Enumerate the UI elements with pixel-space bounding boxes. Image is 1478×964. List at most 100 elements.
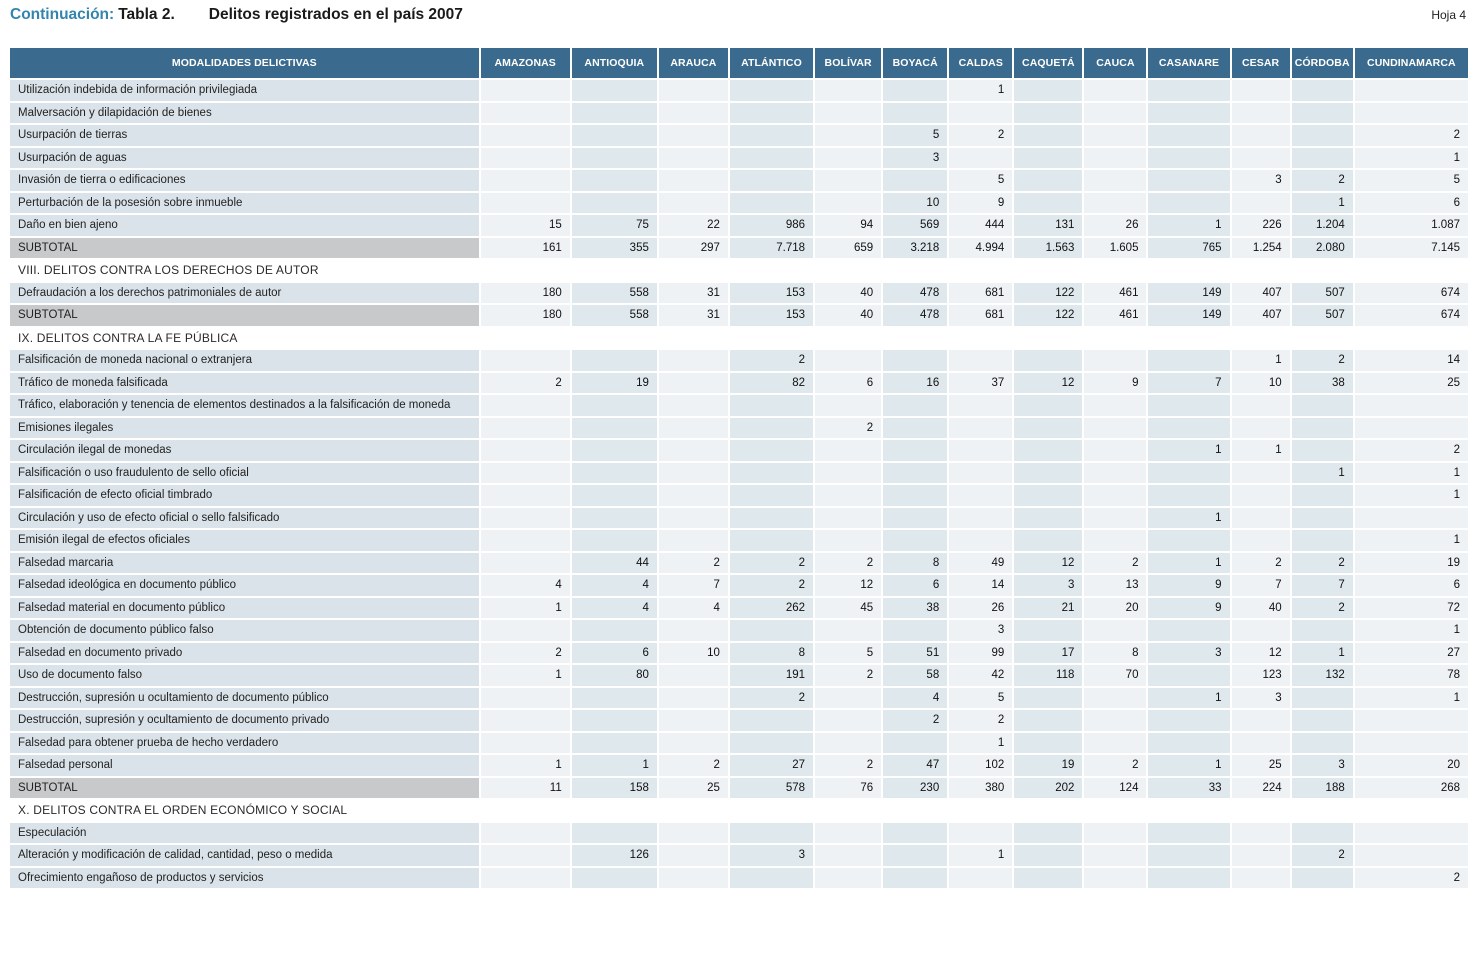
value-cell: 58	[883, 665, 948, 686]
value-cell: 31	[658, 282, 728, 303]
value-cell	[480, 552, 570, 573]
value-cell: 2	[883, 710, 948, 731]
value-cell: 22	[658, 215, 728, 236]
table-row: Alteración y modificación de calidad, ca…	[10, 845, 1468, 866]
value-cell: 70	[1084, 665, 1147, 686]
table-row: Circulación ilegal de monedas 1 1 2	[10, 440, 1468, 461]
value-cell	[1291, 125, 1353, 146]
table-reference: Tabla 2.	[118, 6, 175, 23]
value-cell: 558	[571, 282, 657, 303]
value-cell	[883, 822, 948, 843]
value-cell	[658, 417, 728, 438]
row-label: Destrucción, supresión u ocultamiento de…	[10, 687, 479, 708]
value-cell	[571, 687, 657, 708]
value-cell	[883, 80, 948, 101]
table-row: Emisión ilegal de efectos oficiales 1	[10, 530, 1468, 551]
value-cell	[949, 350, 1013, 371]
value-cell	[729, 485, 814, 506]
column-header-cesar: CESAR	[1231, 48, 1290, 78]
value-cell: 1	[949, 732, 1013, 753]
value-cell	[1354, 417, 1468, 438]
value-cell	[815, 440, 882, 461]
value-cell	[1084, 80, 1147, 101]
value-cell	[1014, 80, 1083, 101]
value-cell: 3	[1231, 170, 1290, 191]
table-row: Utilización indebida de información priv…	[10, 80, 1468, 101]
value-cell	[815, 170, 882, 191]
table-row: Ofrecimiento engañoso de productos y ser…	[10, 867, 1468, 888]
value-cell: 681	[949, 282, 1013, 303]
value-cell	[571, 507, 657, 528]
value-cell: 149	[1148, 305, 1230, 326]
value-cell	[1291, 867, 1353, 888]
value-cell: 126	[571, 845, 657, 866]
value-cell: 21	[1014, 597, 1083, 618]
value-cell: 1	[480, 665, 570, 686]
value-cell	[1354, 507, 1468, 528]
value-cell	[729, 80, 814, 101]
value-cell: 17	[1014, 642, 1083, 663]
value-cell: 27	[1354, 642, 1468, 663]
row-label: Destrucción, supresión y ocultamiento de…	[10, 710, 479, 731]
row-label: Invasión de tierra o edificaciones	[10, 170, 479, 191]
table-row: Usurpación de tierras 5 2 2	[10, 125, 1468, 146]
value-cell	[480, 440, 570, 461]
value-cell: 33	[1148, 777, 1230, 798]
value-cell: 49	[949, 552, 1013, 573]
value-cell	[815, 462, 882, 483]
value-cell	[1231, 867, 1290, 888]
value-cell	[1231, 530, 1290, 551]
value-cell	[883, 845, 948, 866]
value-cell	[1014, 192, 1083, 213]
value-cell: 51	[883, 642, 948, 663]
value-cell: 14	[949, 575, 1013, 596]
value-cell	[1084, 350, 1147, 371]
value-cell: 10	[658, 642, 728, 663]
value-cell	[815, 80, 882, 101]
value-cell: 2	[729, 552, 814, 573]
value-cell	[1014, 417, 1083, 438]
value-cell: 122	[1014, 282, 1083, 303]
value-cell: 7	[1291, 575, 1353, 596]
value-cell	[815, 687, 882, 708]
value-cell: 102	[949, 755, 1013, 776]
value-cell: 40	[815, 282, 882, 303]
value-cell	[1084, 485, 1147, 506]
value-cell	[815, 710, 882, 731]
value-cell: 31	[658, 305, 728, 326]
value-cell	[949, 462, 1013, 483]
value-cell	[658, 102, 728, 123]
value-cell	[1291, 687, 1353, 708]
row-label: Usurpación de tierras	[10, 125, 479, 146]
value-cell	[1084, 507, 1147, 528]
value-cell	[480, 170, 570, 191]
value-cell	[658, 350, 728, 371]
row-label: Defraudación a los derechos patrimoniale…	[10, 282, 479, 303]
value-cell	[883, 732, 948, 753]
value-cell	[1231, 462, 1290, 483]
value-cell	[480, 80, 570, 101]
row-label: Especulación	[10, 822, 479, 843]
value-cell: 2	[1354, 125, 1468, 146]
value-cell: 38	[883, 597, 948, 618]
value-cell	[815, 192, 882, 213]
value-cell: 44	[571, 552, 657, 573]
value-cell: 3	[1291, 755, 1353, 776]
value-cell: 6	[815, 372, 882, 393]
value-cell	[1231, 125, 1290, 146]
table-row: Falsedad marcaria 44 2 2 2 8 49 12 2 1 2 2 19	[10, 552, 1468, 573]
value-cell	[729, 822, 814, 843]
row-label: Falsedad material en documento público	[10, 597, 479, 618]
value-cell	[729, 192, 814, 213]
value-cell	[729, 147, 814, 168]
value-cell	[480, 350, 570, 371]
value-cell	[1291, 395, 1353, 416]
value-cell: 1	[1231, 350, 1290, 371]
value-cell	[658, 440, 728, 461]
value-cell: 118	[1014, 665, 1083, 686]
section-row: VIII. DELITOS CONTRA LOS DERECHOS DE AUT…	[10, 260, 1468, 281]
value-cell: 131	[1014, 215, 1083, 236]
value-cell	[1148, 822, 1230, 843]
value-cell: 12	[1014, 552, 1083, 573]
value-cell	[658, 125, 728, 146]
